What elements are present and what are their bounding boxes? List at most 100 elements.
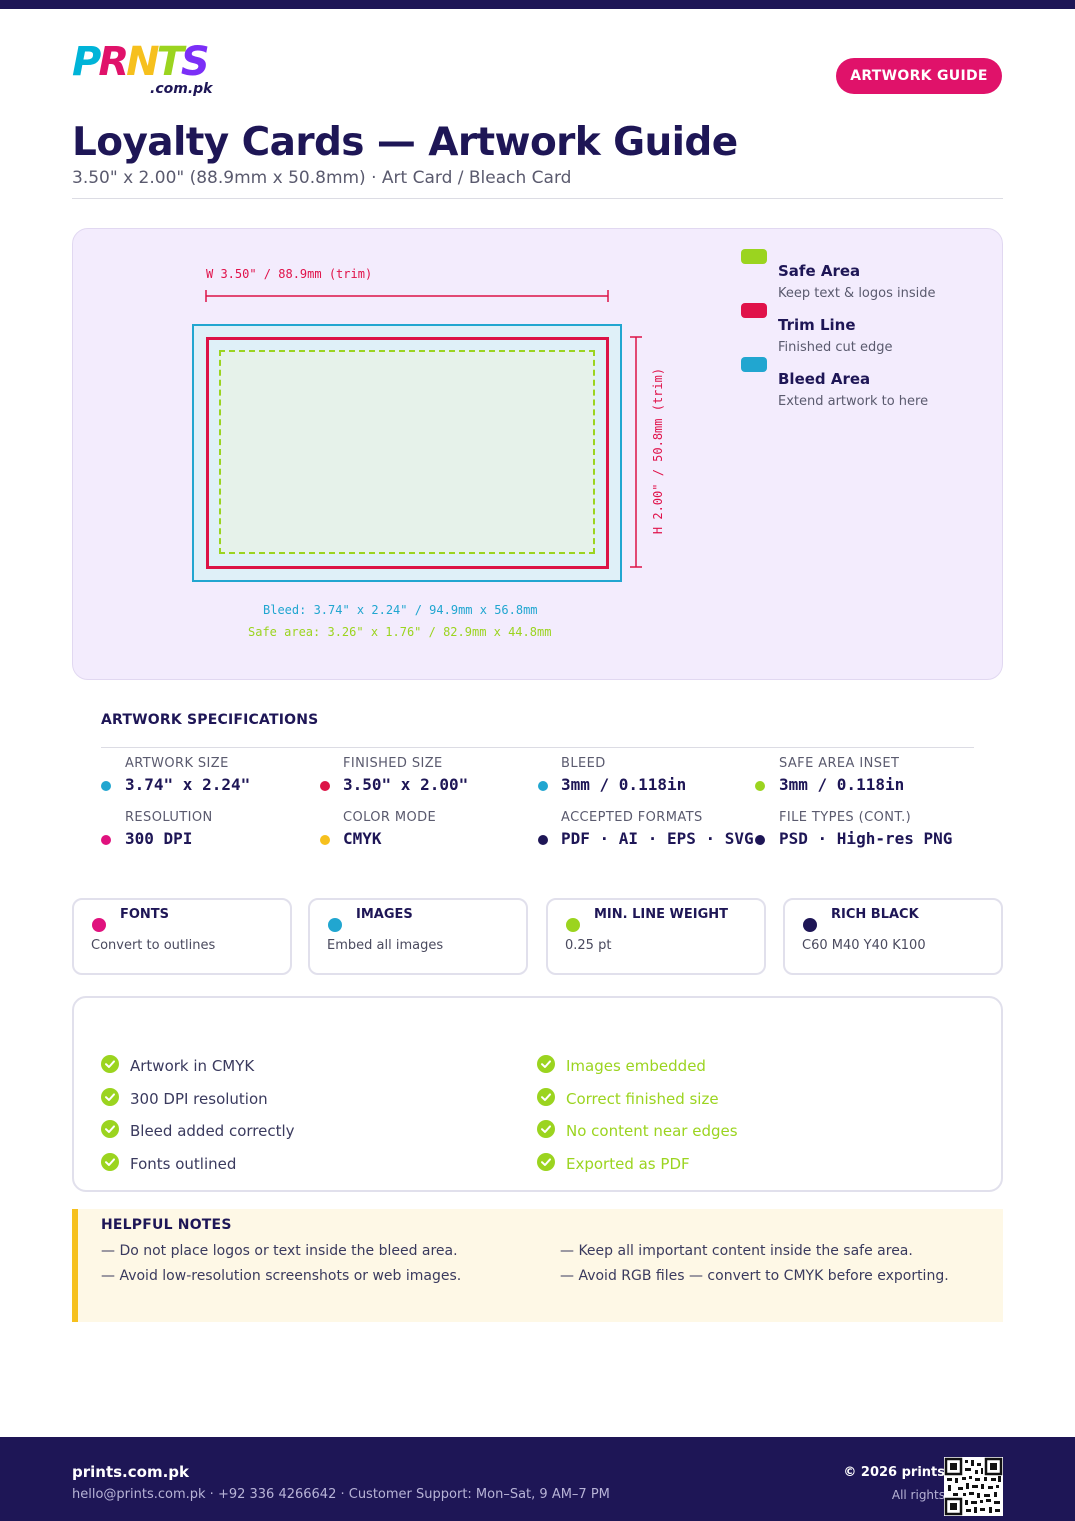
fonts-card-dot [92, 918, 106, 932]
qr-code-icon[interactable] [944, 1457, 1003, 1516]
top-accent-bar [0, 0, 1075, 9]
rich-black-card-desc: C60 M40 Y40 K100 [802, 938, 926, 953]
rich-black-card-title: RICH BLACK [831, 907, 919, 922]
legend-bleed-desc: Extend artwork to here [778, 394, 929, 409]
footer-copyright: © 2026 prints [843, 1465, 945, 1480]
logo-letter: P [72, 39, 101, 85]
rich-black-card: RICH BLACK C60 M40 Y40 K100 [783, 898, 1003, 975]
safe-area-swatch [741, 249, 767, 264]
spec-label-file-types: FILE TYPES (CONT.) [779, 810, 912, 825]
spec-dot-color-mode [320, 835, 330, 845]
specs-heading: ARTWORK SPECIFICATIONS [101, 712, 319, 728]
legend-bleed-title: Bleed Area [778, 370, 871, 388]
checklist-item: Images embedded [566, 1057, 706, 1075]
line-weight-card-desc: 0.25 pt [565, 938, 612, 953]
logo-letter: T [156, 39, 184, 85]
width-dimension-line [205, 290, 609, 302]
spec-value-file-types: PSD · High-res PNG [779, 829, 953, 848]
footer-brand[interactable]: prints.com.pk [72, 1463, 189, 1481]
helpful-notes-panel [72, 1209, 1003, 1322]
spec-label-finished-size: FINISHED SIZE [343, 756, 443, 771]
width-dimension-label: W 3.50" / 88.9mm (trim) [206, 267, 373, 281]
rich-black-card-dot [803, 918, 817, 932]
legend-trim-title: Trim Line [778, 316, 856, 334]
brand-logo[interactable]: PRNTS .com.pk [72, 40, 232, 102]
spec-value-resolution: 300 DPI [125, 829, 193, 848]
checklist-item: No content near edges [566, 1122, 738, 1140]
spec-label-artwork-size: ARTWORK SIZE [125, 756, 229, 771]
logo-letter: R [98, 39, 129, 85]
specs-divider [101, 747, 974, 748]
checklist-item: Fonts outlined [130, 1155, 237, 1173]
height-dimension-label: H 2.00" / 50.8mm (trim) [647, 366, 669, 542]
images-card-desc: Embed all images [327, 938, 444, 953]
page-subtitle: 3.50" x 2.00" (88.9mm x 50.8mm) · Art Ca… [72, 168, 572, 188]
note-item: — Avoid low-resolution screenshots or we… [101, 1268, 462, 1284]
line-weight-card-title: MIN. LINE WEIGHT [594, 907, 728, 922]
trim-line-swatch [741, 303, 767, 318]
bleed-size-note: Bleed: 3.74" x 2.24" / 94.9mm x 56.8mm [263, 603, 538, 617]
trim-line-box [206, 337, 609, 569]
footer-rights: All rights [891, 1488, 945, 1502]
fonts-card-title: FONTS [120, 907, 170, 922]
check-circle-icon [101, 1055, 119, 1073]
check-circle-icon [101, 1120, 119, 1138]
checklist-item: Bleed added correctly [130, 1122, 295, 1140]
legend-safe-desc: Keep text & logos inside [778, 286, 936, 301]
page-title: Loyalty Cards — Artwork Guide [72, 120, 738, 165]
line-weight-card-dot [566, 918, 580, 932]
images-card-dot [328, 918, 342, 932]
spec-label-safe-area-inset: SAFE AREA INSET [779, 756, 900, 771]
header-divider [72, 198, 1003, 199]
logo-wordmark: PRNTS [72, 39, 210, 85]
fonts-card: FONTS Convert to outlines [72, 898, 292, 975]
spec-value-artwork-size: 3.74" x 2.24" [125, 775, 251, 794]
checklist-item: Exported as PDF [566, 1155, 690, 1173]
spec-value-accepted-formats: PDF · AI · EPS · SVG [561, 829, 754, 848]
safe-area-size-note: Safe area: 3.26" x 1.76" / 82.9mm x 44.8… [248, 625, 552, 639]
spec-label-accepted-formats: ACCEPTED FORMATS [561, 810, 703, 825]
spec-dot-bleed [538, 781, 548, 791]
spec-value-finished-size: 3.50" x 2.00" [343, 775, 469, 794]
spec-dot-accepted-formats [538, 835, 548, 845]
check-circle-icon [537, 1088, 555, 1106]
images-card: IMAGES Embed all images [308, 898, 528, 975]
check-circle-icon [537, 1153, 555, 1171]
check-circle-icon [537, 1055, 555, 1073]
checklist-item: 300 DPI resolution [130, 1090, 268, 1108]
spec-label-color-mode: COLOR MODE [343, 810, 437, 825]
footer [0, 1437, 1075, 1521]
spec-value-bleed: 3mm / 0.118in [561, 775, 687, 794]
spec-dot-resolution [101, 835, 111, 845]
spec-dot-artwork-size [101, 781, 111, 791]
spec-dot-finished-size [320, 781, 330, 791]
spec-dot-file-types [755, 835, 765, 845]
checklist-item: Correct finished size [566, 1090, 719, 1108]
check-circle-icon [101, 1088, 119, 1106]
logo-letter: S [180, 39, 210, 85]
logo-letter: N [126, 39, 160, 85]
spec-value-safe-area-inset: 3mm / 0.118in [779, 775, 905, 794]
spec-label-resolution: RESOLUTION [125, 810, 213, 825]
line-weight-card: MIN. LINE WEIGHT 0.25 pt [546, 898, 766, 975]
footer-contact[interactable]: hello@prints.com.pk · +92 336 4266642 · … [72, 1487, 610, 1502]
safe-area-box [219, 350, 595, 554]
images-card-title: IMAGES [356, 907, 413, 922]
height-dimension-text: H 2.00" / 50.8mm (trim) [651, 367, 665, 535]
bleed-area-swatch [741, 357, 767, 372]
height-dimension-line [630, 336, 642, 568]
checklist-item: Artwork in CMYK [130, 1057, 255, 1075]
spec-value-color-mode: CMYK [343, 829, 382, 848]
legend-safe-title: Safe Area [778, 262, 861, 280]
spec-label-bleed: BLEED [561, 756, 606, 771]
logo-subtext: .com.pk [150, 81, 213, 97]
helpful-notes-title: HELPFUL NOTES [101, 1217, 232, 1233]
artwork-guide-badge[interactable]: ARTWORK GUIDE [836, 58, 1002, 94]
note-item: — Avoid RGB files — convert to CMYK befo… [560, 1268, 949, 1284]
fonts-card-desc: Convert to outlines [91, 938, 216, 953]
note-item: — Do not place logos or text inside the … [101, 1243, 458, 1259]
check-circle-icon [101, 1153, 119, 1171]
check-circle-icon [537, 1120, 555, 1138]
legend-trim-desc: Finished cut edge [778, 340, 893, 355]
note-item: — Keep all important content inside the … [560, 1243, 913, 1259]
